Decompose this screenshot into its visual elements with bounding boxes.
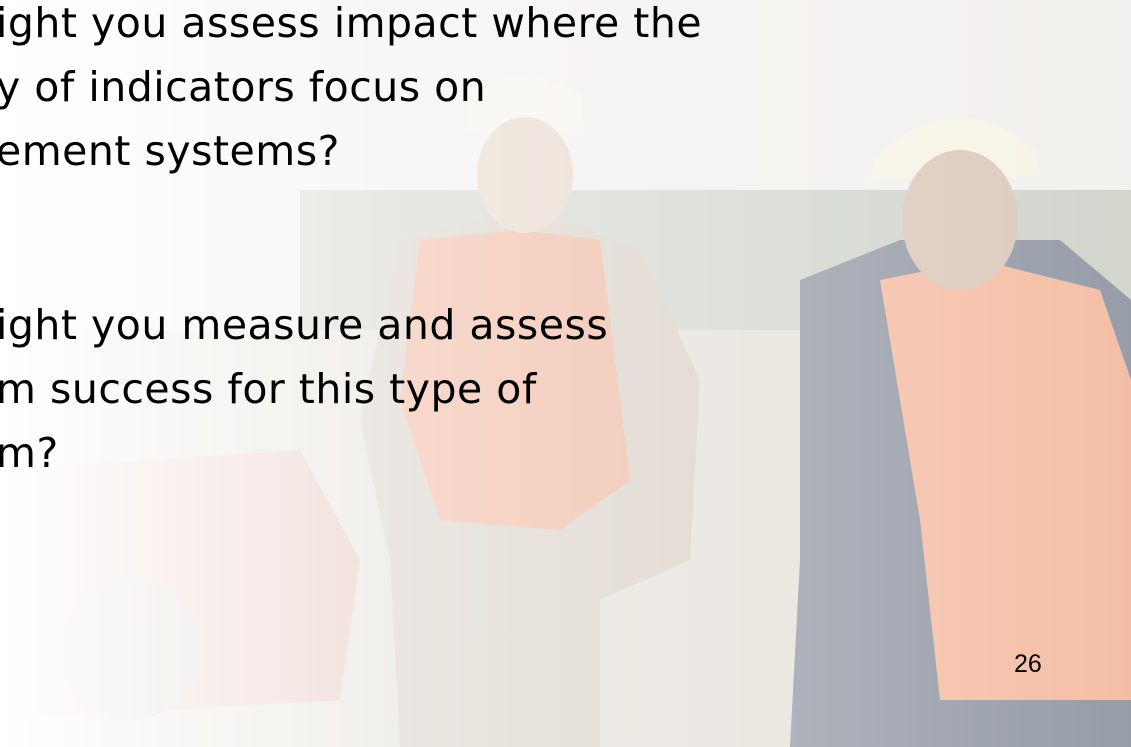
text-line: ight you measure and assess <box>0 305 608 346</box>
text-line: y of indicators focus on <box>0 67 486 108</box>
page-number: 26 <box>1014 650 1042 679</box>
text-line: ight you assess impact where the <box>0 3 702 44</box>
text-line: m success for this type of <box>0 369 537 410</box>
text-line: ement systems? <box>0 131 340 172</box>
slide: ight you assess impact where the y of in… <box>0 0 1131 747</box>
text-line: m? <box>0 433 59 474</box>
